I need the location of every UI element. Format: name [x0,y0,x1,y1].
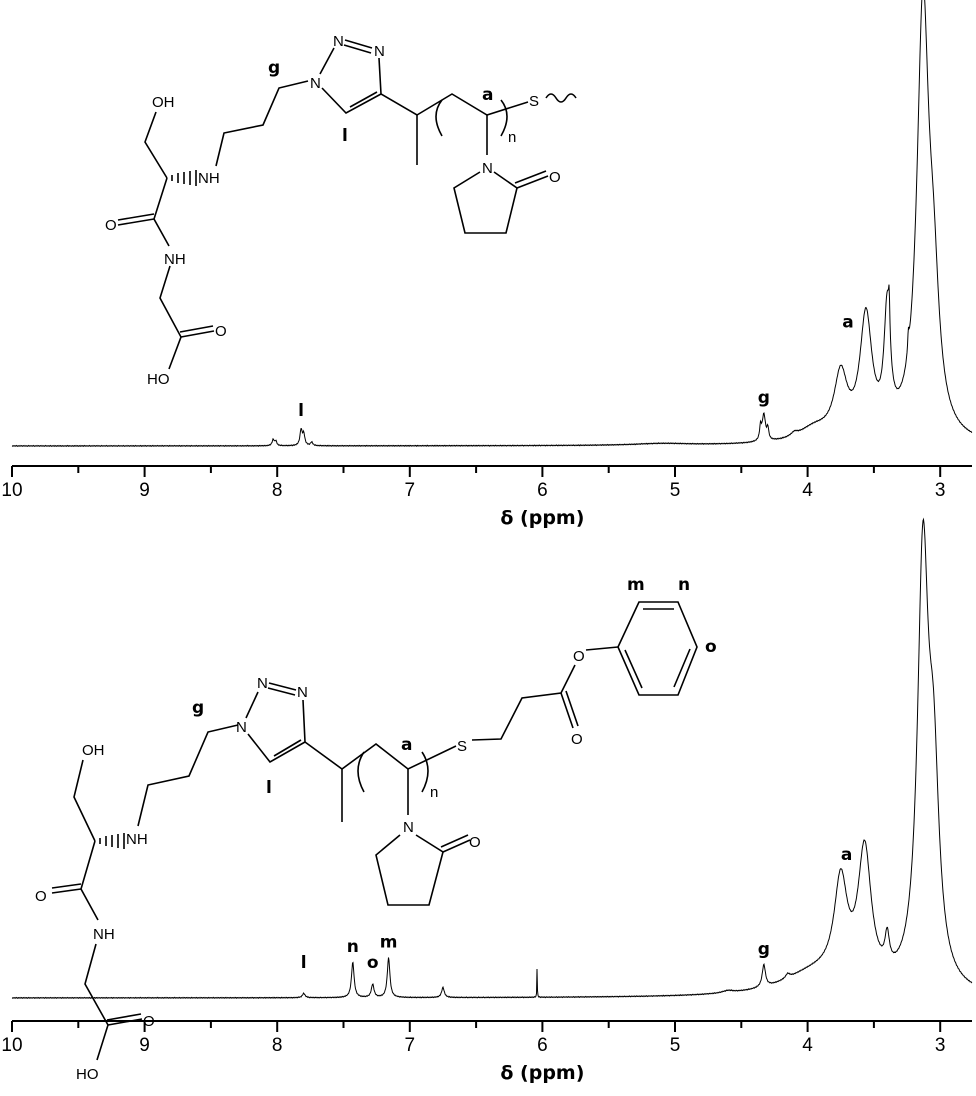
structure-bottom: OH NH O NH O HO N N N N O S O O g l a n … [35,575,717,1083]
atom-label: S [529,93,539,110]
tick-label: 8 [272,1035,283,1056]
peak-label: l [298,401,304,421]
atom-label: O [549,169,561,186]
tick-label: 3 [935,1035,946,1056]
atom-label: N [236,719,247,736]
peak-label: a [841,845,852,865]
atom-label: O [571,731,583,748]
peak-label: o [367,953,379,973]
atom-label: N [333,33,344,50]
tick-label: 10 [1,1035,22,1056]
atom-label: S [457,738,467,755]
tick-label: 5 [670,480,681,501]
proton-label: a [482,85,493,105]
peak-label: g [758,939,770,959]
hash-wedge [171,170,197,186]
atom-label: O [105,217,117,234]
peak-label: m [380,933,398,953]
tick-label: 8 [272,480,283,501]
spectrum-line [11,517,973,1000]
atom-label: HO [147,371,170,388]
wavy-bond [545,93,577,103]
atom-label: OH [152,94,175,111]
hash-wedge [99,833,125,849]
repeat-subscript: n [430,784,438,801]
atom-label: N [482,160,493,177]
atom-label: O [469,834,481,851]
tick-label: 10 [1,480,22,501]
tick-label: 6 [537,1035,548,1056]
atom-label: O [35,888,47,905]
spectrum-line [11,0,973,448]
atom-label: N [310,75,321,92]
atom-label: OH [82,742,105,759]
tick-label: 4 [802,1035,813,1056]
proton-label: l [342,126,348,146]
tick-label: 5 [670,1035,681,1056]
tick-label: 6 [537,480,548,501]
tick-label: 9 [139,480,150,501]
proton-label: m [627,575,645,595]
tick-label: 7 [405,480,416,501]
proton-label: o [705,637,717,657]
tick-label: 3 [935,480,946,501]
x-axis-label: δ (ppm) [500,1062,584,1084]
peak-label: g [758,388,770,408]
proton-label: a [401,735,412,755]
proton-label: l [266,778,272,798]
peak-label: l [301,953,307,973]
structure-top: OH NH O NH O HO N N N N O S g l a n [105,33,577,388]
repeat-subscript: n [508,129,516,146]
atom-label: N [257,675,268,692]
atom-label: NH [126,831,148,848]
proton-label: g [192,698,204,718]
atom-label: O [215,323,227,340]
x-axis-label: δ (ppm) [500,507,584,529]
atom-label: N [297,684,308,701]
atom-label: NH [93,926,115,943]
tick-label: 9 [139,1035,150,1056]
atom-label: O [573,648,585,665]
atom-label: NH [198,170,220,187]
peak-label: n [347,937,359,957]
phenyl-ring [617,601,698,696]
atom-label: NH [164,251,186,268]
atom-label: N [374,43,385,60]
peak-label: a [842,313,853,333]
atom-label: N [403,819,414,836]
tick-label: 4 [802,480,813,501]
atom-label: HO [76,1066,99,1083]
tick-label: 7 [405,1035,416,1056]
proton-label: g [268,58,280,78]
proton-label: n [678,575,690,595]
